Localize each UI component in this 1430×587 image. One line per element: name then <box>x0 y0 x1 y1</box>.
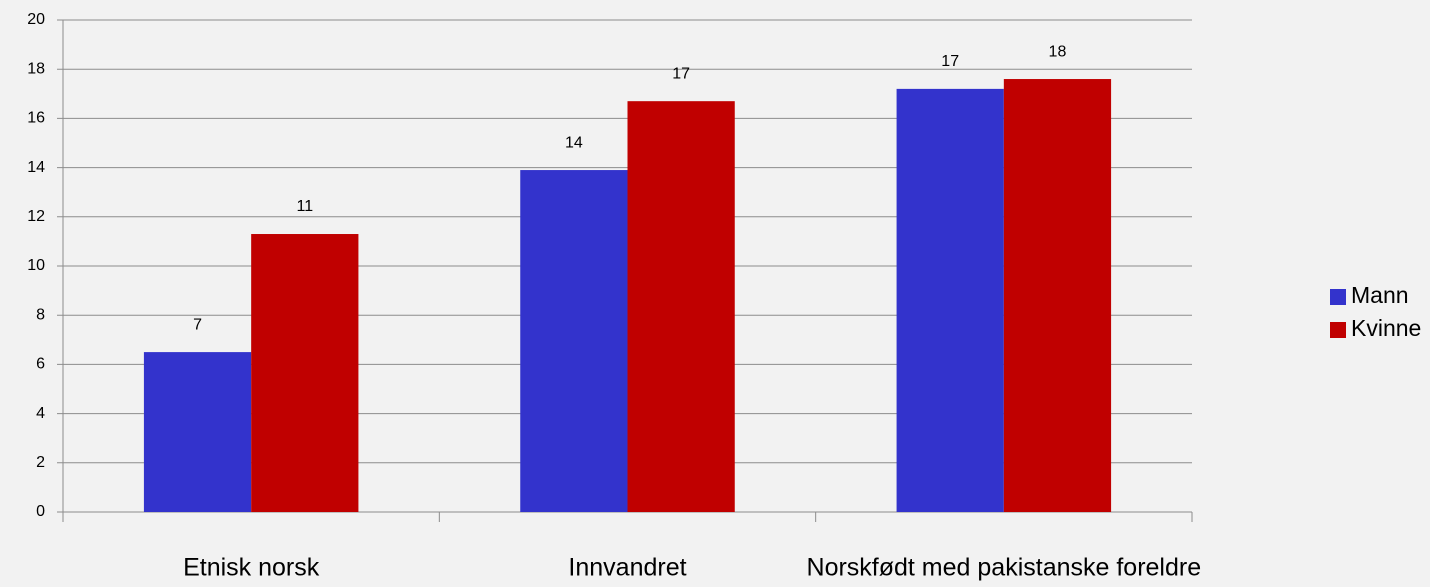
data-label: 14 <box>565 134 583 151</box>
legend-swatch <box>1330 289 1346 305</box>
x-tick-label: Etnisk norsk <box>183 554 320 582</box>
y-tick-label: 8 <box>36 306 45 323</box>
y-tick-label: 12 <box>27 208 45 225</box>
y-tick-label: 2 <box>36 454 45 471</box>
data-label: 11 <box>296 198 313 215</box>
legend-label: Mann <box>1351 282 1409 308</box>
data-label: 18 <box>1049 43 1067 60</box>
y-tick-label: 14 <box>27 159 45 176</box>
bar <box>1003 79 1112 512</box>
y-tick-label: 4 <box>36 405 45 422</box>
y-tick-label: 18 <box>27 60 45 77</box>
y-tick-label: 20 <box>27 11 45 28</box>
legend-swatch <box>1330 322 1346 338</box>
bar <box>143 352 252 512</box>
y-tick-label: 10 <box>27 257 45 274</box>
x-tick-label: Norskfødt med pakistanske foreldre <box>807 554 1202 582</box>
x-tick-label: Innvandret <box>568 554 686 582</box>
y-tick-label: 16 <box>27 110 45 127</box>
bar <box>520 170 628 512</box>
bar <box>627 101 735 513</box>
y-tick-label: 6 <box>36 356 45 373</box>
y-tick-label: 0 <box>36 503 45 520</box>
data-label: 17 <box>941 53 959 70</box>
bar <box>251 234 359 512</box>
data-label: 7 <box>193 316 202 333</box>
legend-label: Kvinne <box>1351 315 1421 341</box>
bar <box>896 88 1004 512</box>
data-label: 17 <box>672 65 690 82</box>
